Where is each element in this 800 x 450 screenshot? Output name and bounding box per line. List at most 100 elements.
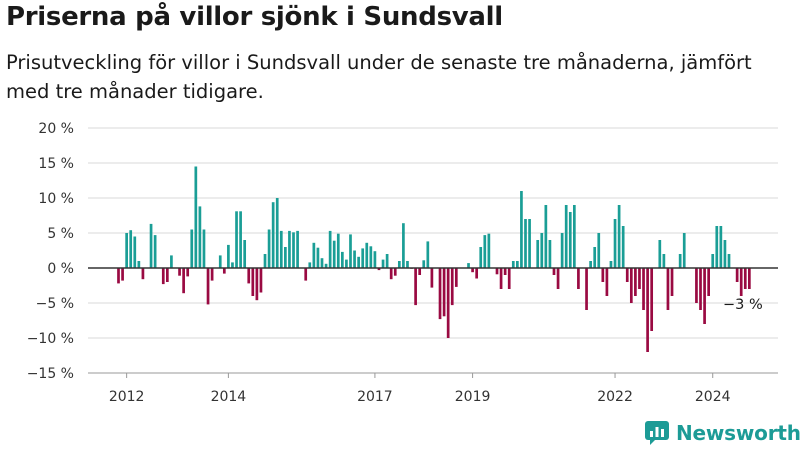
bar-negative (556, 268, 560, 289)
bar-negative (206, 268, 210, 305)
bar-negative (377, 268, 381, 271)
chart-title: Priserna på villor sjönk i Sundsvall (6, 2, 503, 32)
last-value-label: −3 % (723, 297, 763, 313)
x-tick-label: 2014 (211, 389, 247, 405)
bar-negative (739, 268, 743, 296)
y-tick-label: 15 % (38, 156, 74, 172)
bar-negative (638, 268, 641, 289)
bar-negative (251, 268, 255, 296)
bar-positive (170, 255, 173, 268)
bar-positive (243, 240, 247, 268)
bar-positive (235, 211, 238, 268)
bar-negative (743, 268, 747, 289)
bar-positive (422, 260, 426, 268)
bar-positive (328, 230, 332, 268)
bar-positive (560, 233, 564, 268)
bar-positive (572, 205, 576, 268)
bar-positive (198, 206, 202, 268)
bar-positive (593, 247, 597, 268)
bar-negative (695, 268, 698, 303)
x-tick-label: 2024 (695, 389, 731, 405)
bar-positive (284, 247, 287, 268)
bar-negative (446, 268, 450, 338)
bar-negative (601, 268, 605, 282)
bar-positive (385, 254, 389, 268)
bar-negative (117, 268, 120, 284)
bar-positive (137, 261, 141, 268)
bar-positive (227, 244, 230, 268)
bar-positive (719, 226, 723, 268)
bar-positive (678, 254, 682, 268)
bar-negative (552, 268, 556, 275)
bar-positive (487, 233, 491, 268)
bar-positive (536, 240, 540, 268)
bar-negative (475, 268, 479, 279)
bar-positive (511, 261, 515, 268)
bar-positive (520, 191, 523, 268)
bar-positive (540, 233, 544, 268)
bar-positive (613, 219, 617, 268)
bar-negative (418, 268, 422, 275)
bar-positive (402, 223, 405, 268)
bar-positive (218, 255, 222, 268)
bar-positive (312, 242, 316, 268)
bar-positive (288, 230, 291, 268)
bar-positive (153, 235, 157, 268)
bar-positive (267, 229, 271, 268)
brand-name: Newsworthy (676, 421, 800, 445)
bar-positive (524, 219, 527, 268)
bar-positive (548, 240, 552, 268)
bar-positive (723, 240, 727, 268)
bar-positive (711, 254, 715, 268)
bar-positive (483, 235, 487, 268)
bar-negative (255, 268, 259, 301)
bar-negative (666, 268, 670, 310)
x-tick-label: 2019 (455, 389, 491, 405)
bar-negative (454, 268, 458, 287)
bar-negative (650, 268, 654, 331)
bar-positive (365, 242, 369, 268)
bar-positive (279, 230, 283, 268)
bar-negative (161, 268, 165, 285)
x-axis: 2012 2014 2017 2019 2022 2024 (88, 372, 778, 405)
bar-positive (658, 240, 662, 268)
bar-positive (467, 263, 470, 268)
bar-negative (141, 268, 145, 280)
y-tick-label: −5 % (36, 296, 74, 312)
brand-logo: Newsworthy (644, 418, 800, 448)
bar-negative (646, 268, 649, 352)
bar-positive (231, 262, 234, 268)
bar-positive (373, 251, 377, 268)
y-tick-label: −10 % (27, 331, 74, 347)
bar-positive (129, 230, 133, 268)
bar-positive (296, 230, 299, 268)
bar-positive (426, 241, 430, 268)
bar-negative (247, 268, 251, 284)
bar-positive (316, 247, 320, 268)
bar-positive (341, 251, 344, 268)
bar-positive (564, 205, 568, 268)
bar-negative (414, 268, 417, 306)
y-tick-label: 0 % (47, 261, 74, 277)
bar-positive (320, 258, 324, 268)
y-axis-labels: −15 % −10 % −5 % 0 % 5 % 10 % 15 % 20 % (27, 121, 74, 382)
bar-positive (361, 248, 365, 268)
y-tick-label: 10 % (38, 191, 74, 207)
bar-positive (617, 205, 621, 268)
bar-negative (438, 268, 442, 320)
bar-positive (271, 202, 275, 268)
bar-negative (577, 268, 580, 289)
bar-negative (450, 268, 454, 306)
bar-positive (336, 233, 340, 268)
y-tick-label: 20 % (38, 121, 74, 137)
bar-negative (222, 268, 226, 274)
bar-positive (621, 226, 625, 268)
bar-positive (682, 233, 686, 268)
bar-negative (503, 268, 507, 275)
bar-negative (442, 268, 446, 317)
bar-positive (528, 219, 531, 268)
bar-positive (133, 236, 137, 268)
bar-negative (389, 268, 393, 280)
bar-positive (324, 263, 328, 268)
